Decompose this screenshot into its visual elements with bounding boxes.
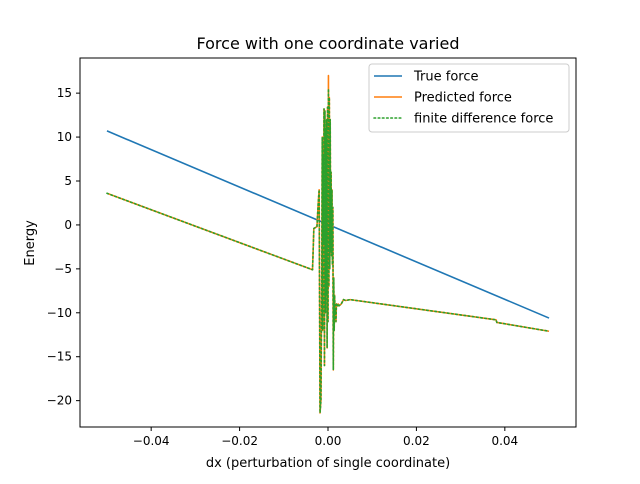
y-axis: −20 −15 −10 −5 0 5 10 15	[47, 86, 80, 408]
y-tick-label: −15	[47, 350, 72, 364]
x-axis: −0.04 −0.02 0.00 0.02 0.04	[133, 427, 518, 448]
legend-box	[368, 63, 570, 133]
series-layer	[106, 74, 550, 414]
x-tick-label: 0.02	[403, 434, 430, 448]
y-tick-label: 10	[57, 130, 72, 144]
legend: True force Predicted force finite differen…	[368, 63, 570, 133]
legend-label-predicted-force: Predicted force	[414, 91, 512, 106]
y-tick-label: 0	[64, 218, 72, 232]
series-line-finite-difference-force	[106, 87, 550, 414]
y-tick-label: −20	[47, 394, 72, 408]
x-tick-label: −0.02	[221, 434, 258, 448]
y-tick-label: 15	[57, 86, 72, 100]
y-axis-label: Energy	[23, 220, 38, 266]
legend-label-true-force: True force	[413, 70, 478, 85]
y-tick-label: −5	[54, 262, 72, 276]
chart-title: Force with one coordinate varied	[197, 34, 460, 53]
y-tick-label: −10	[47, 306, 72, 320]
x-tick-label: −0.04	[133, 434, 170, 448]
x-tick-label: 0.04	[491, 434, 518, 448]
x-axis-label: dx (perturbation of single coordinate)	[206, 456, 450, 471]
y-tick-label: 5	[64, 174, 72, 188]
legend-label-finite-difference-force: finite difference force	[414, 112, 553, 127]
x-tick-label: 0.00	[315, 434, 342, 448]
